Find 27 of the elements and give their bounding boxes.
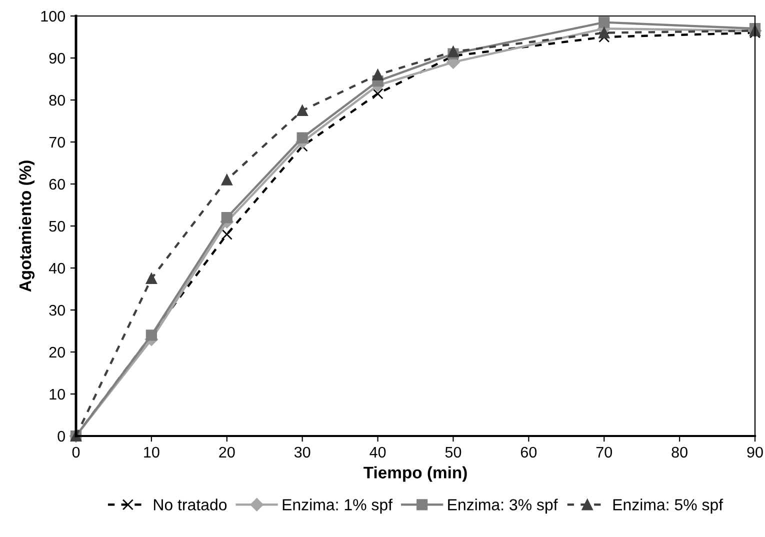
x-tick-label: 30 [294,446,310,458]
y-tick-label: 0 [58,430,65,442]
x-tick-label: 40 [370,446,386,458]
y-tick-label: 60 [49,178,65,190]
y-axis-title: Agotamiento (%) [18,160,35,292]
y-tick-label: 100 [41,10,65,22]
y-tick-label: 90 [49,52,65,64]
y-tick-label: 40 [48,262,65,274]
y-tick-label: 50 [49,220,65,232]
y-tick-label: 20 [49,346,65,358]
x-tick-label: 80 [672,446,688,458]
y-tick-label: 10 [50,388,65,400]
legend-label: Enzima: 5% spf [613,498,724,514]
x-tick-label: 20 [219,446,235,458]
x-tick-label: 10 [144,446,160,458]
legend-label: Enzima: 1% spf [282,498,393,514]
x-tick-label: 70 [596,446,612,458]
x-tick-label: 50 [445,446,462,458]
x-tick-label: 90 [747,446,763,458]
x-axis-title: Tiempo (min) [364,466,467,482]
legend-label: Enzima: 3% spf [448,498,558,514]
legend-label: No tratado [154,498,227,510]
y-tick-label: 70 [49,136,65,148]
x-tick-label: 60 [520,446,537,458]
y-tick-label: 80 [49,94,65,106]
y-tick-label: 30 [49,304,65,316]
x-tick-label: 0 [72,446,80,458]
